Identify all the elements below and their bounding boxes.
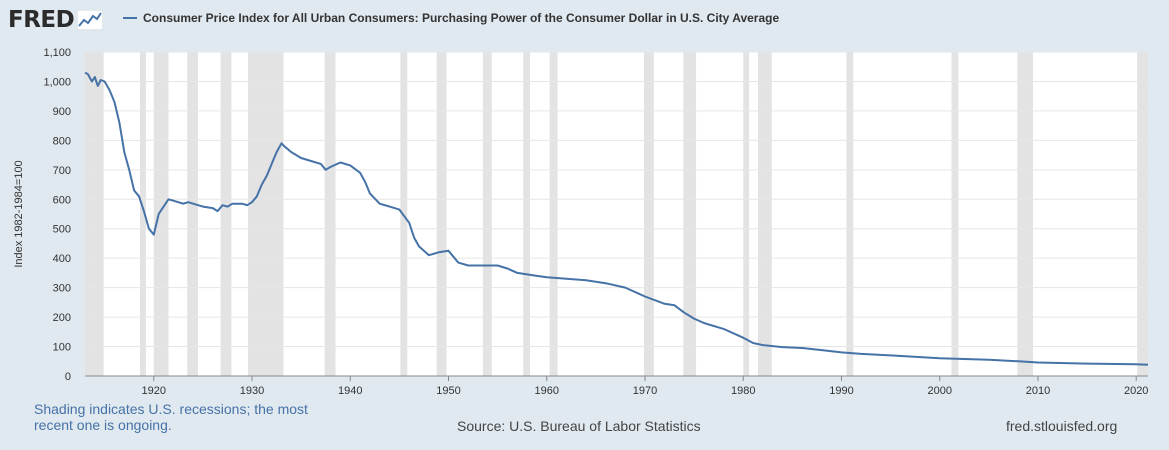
series-line — [84, 71, 1149, 366]
y-tick-label: 200 — [53, 312, 71, 324]
plot-area — [85, 52, 1148, 376]
y-tick-label: 300 — [53, 283, 71, 295]
line-chart-icon — [77, 10, 104, 30]
recession-band — [324, 52, 336, 376]
recession-band — [757, 52, 772, 376]
recession-band — [248, 52, 284, 376]
recession-band — [140, 52, 146, 376]
recession-band — [523, 52, 531, 376]
recession-band — [220, 52, 232, 376]
recession-band — [187, 52, 198, 376]
site-link[interactable]: fred.stlouisfed.org — [1006, 418, 1118, 434]
legend-series-name: Consumer Price Index for All Urban Consu… — [143, 11, 780, 25]
x-tick-label: 1920 — [142, 385, 166, 397]
chart-canvas: 0 100 200 300 400 500 600 700 800 900 1,000 1,100 19… — [13, 47, 1149, 397]
recession-band — [846, 52, 854, 376]
recession-note: Shading indicates U.S. recessions; the m… — [34, 401, 308, 433]
legend-swatch — [123, 17, 137, 19]
y-tick-label: 400 — [53, 253, 71, 265]
chart-header: FRED Consumer Price Index for All Urban … — [0, 0, 1169, 40]
y-tick-label: 1,100 — [43, 47, 71, 59]
fred-logo[interactable]: FRED — [8, 6, 104, 34]
recession-band — [482, 52, 492, 376]
recession-band — [153, 52, 169, 376]
recession-band — [951, 52, 959, 376]
recession-band — [549, 52, 558, 376]
recession-band — [743, 52, 750, 376]
y-tick-label: 600 — [53, 194, 71, 206]
recession-band — [1137, 52, 1148, 376]
recession-band — [85, 52, 104, 376]
y-tick-label: 800 — [53, 135, 71, 147]
x-tick-label: 1970 — [633, 385, 657, 397]
recession-band — [436, 52, 447, 376]
chart-legend: Consumer Price Index for All Urban Consu… — [123, 11, 779, 25]
y-tick-label: 700 — [53, 165, 71, 177]
fred-logo-text: FRED — [8, 7, 75, 33]
y-axis-label: Index 1982-1984=100 — [13, 160, 25, 267]
x-tick-label: 1990 — [829, 385, 853, 397]
x-tick-label: 1940 — [338, 385, 362, 397]
y-tick-label: 900 — [53, 106, 71, 118]
y-tick-label: 0 — [65, 371, 71, 383]
recession-band — [1017, 52, 1034, 376]
x-tick-label: 1950 — [436, 385, 460, 397]
x-tick-label: 2000 — [927, 385, 951, 397]
x-tick-label: 1960 — [535, 385, 559, 397]
source-text: Source: U.S. Bureau of Labor Statistics — [457, 418, 701, 434]
y-tick-label: 100 — [53, 342, 71, 354]
x-tick-label: 2020 — [1124, 385, 1148, 397]
x-tick-label: 1980 — [731, 385, 755, 397]
recession-band — [683, 52, 697, 376]
recession-band — [644, 52, 654, 376]
y-tick-label: 1,000 — [43, 76, 71, 88]
y-tick-label: 500 — [53, 224, 71, 236]
x-tick-label: 2010 — [1026, 385, 1050, 397]
x-tick-label: 1930 — [240, 385, 264, 397]
